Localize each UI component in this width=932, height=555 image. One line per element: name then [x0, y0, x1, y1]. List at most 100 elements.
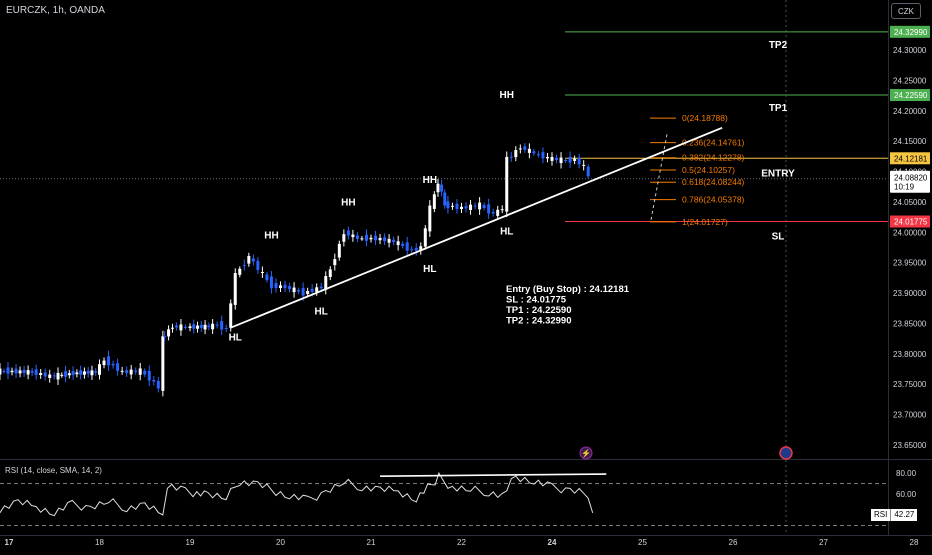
- candle-body: [207, 325, 211, 328]
- x-tick-label: 18: [95, 538, 104, 547]
- candle-body: [324, 276, 328, 290]
- trade-note-line: SL : 24.01775: [506, 295, 567, 306]
- candle-body: [10, 370, 14, 373]
- candle-body: [90, 370, 94, 376]
- candle-body: [500, 209, 504, 211]
- candle-body: [564, 159, 568, 161]
- candle-body: [171, 327, 175, 329]
- candle-body: [443, 192, 447, 206]
- candle-body: [82, 371, 86, 375]
- candle-body: [138, 368, 142, 375]
- candle-body: [220, 321, 224, 330]
- candle-body: [292, 287, 296, 293]
- candle-body: [455, 203, 459, 210]
- candle-body: [460, 206, 463, 210]
- candle-body: [536, 154, 540, 156]
- structure-label-hh: HH: [500, 90, 514, 101]
- candle-body: [98, 364, 101, 375]
- candle-body: [22, 369, 26, 374]
- candle-body: [183, 326, 187, 328]
- candle-body: [75, 372, 79, 375]
- candle-body: [188, 326, 192, 329]
- candle-body: [174, 325, 178, 328]
- candle-body: [428, 205, 432, 232]
- candle-body: [478, 202, 482, 210]
- candle-body: [346, 230, 350, 236]
- candle-body: [514, 150, 518, 158]
- rsi-line: [0, 471, 594, 517]
- candle-body: [469, 204, 473, 210]
- candle-body: [0, 368, 2, 375]
- fib-level-label: 0.5(24.10257): [682, 165, 735, 175]
- candle-body: [440, 184, 444, 192]
- rsi-y-tick: 60.00: [896, 490, 917, 499]
- candle-body: [147, 370, 151, 381]
- candle-body: [487, 204, 491, 214]
- currency-button[interactable]: CZK: [891, 3, 921, 19]
- structure-label-hl: HL: [500, 227, 513, 238]
- candle-body: [555, 157, 559, 160]
- candle-body: [48, 374, 52, 379]
- candle-body: [473, 205, 477, 207]
- candle-body: [229, 303, 233, 328]
- candle-body: [199, 324, 203, 328]
- candle-body: [423, 228, 427, 247]
- y-tick-label: 23.65000: [893, 441, 927, 450]
- structure-label-hh: HH: [264, 230, 278, 241]
- candle-body: [482, 204, 486, 208]
- rsi-y-tick: 80.00: [896, 469, 917, 478]
- candle-body: [256, 260, 260, 270]
- candle-body: [167, 329, 171, 337]
- candle-body: [288, 286, 292, 290]
- candle-body: [102, 360, 106, 366]
- candle-body: [60, 374, 64, 376]
- y-tick-label: 24.15000: [893, 137, 927, 146]
- price-tag-text-sl: 24.01775: [894, 218, 928, 227]
- structure-label-hl: HL: [423, 264, 436, 275]
- level-label-tp2: TP2: [769, 40, 788, 51]
- candle-body: [582, 164, 586, 166]
- candle-body: [523, 146, 527, 150]
- candle-body: [333, 259, 337, 266]
- x-tick-label: 19: [186, 538, 195, 547]
- rsi-current-value: 42.27: [890, 509, 918, 521]
- fib-level-label: 1(24.01727): [682, 217, 728, 227]
- price-tag-tp1: [890, 89, 930, 102]
- candle-body: [107, 356, 111, 366]
- candle-body: [496, 209, 500, 216]
- fib-level-label: 0.236(24.14761): [682, 138, 745, 148]
- structure-label-hl: HL: [229, 332, 242, 343]
- candle-body: [192, 324, 196, 329]
- symbol-title: EURCZK, 1h, OANDA: [6, 5, 105, 16]
- rsi-divergence-line: [380, 473, 607, 477]
- candle-body: [315, 287, 319, 292]
- trade-note-line: TP2 : 24.32990: [506, 316, 572, 327]
- structure-label-hh: HH: [423, 175, 437, 186]
- current-price-text: 24.08820: [894, 174, 928, 183]
- candle-body: [71, 371, 75, 376]
- candle-body: [383, 237, 387, 242]
- x-tick-label: 26: [729, 538, 738, 547]
- candle-body: [306, 290, 310, 294]
- candle-body: [532, 151, 536, 154]
- candle-body: [550, 156, 554, 161]
- candle-body: [129, 369, 133, 375]
- countdown-text: 10:19: [894, 183, 915, 192]
- candle-body: [374, 235, 378, 241]
- structure-label-hl: HL: [315, 306, 328, 317]
- rsi-indicator-title[interactable]: RSI (14, close, SMA, 14, 2): [5, 466, 102, 475]
- candle-body: [56, 372, 60, 380]
- x-tick-label: 20: [276, 538, 285, 547]
- fib-connector-line: [650, 134, 668, 220]
- y-tick-label: 23.70000: [893, 411, 927, 420]
- level-label-tp1: TP1: [769, 103, 788, 114]
- candle-body: [156, 380, 160, 389]
- candle-body: [18, 370, 22, 374]
- candle-body: [297, 290, 301, 292]
- candle-body: [509, 156, 513, 158]
- candle-body: [39, 372, 43, 375]
- price-tag-text-tp1: 24.22590: [894, 91, 928, 100]
- y-tick-label: 23.80000: [893, 350, 927, 359]
